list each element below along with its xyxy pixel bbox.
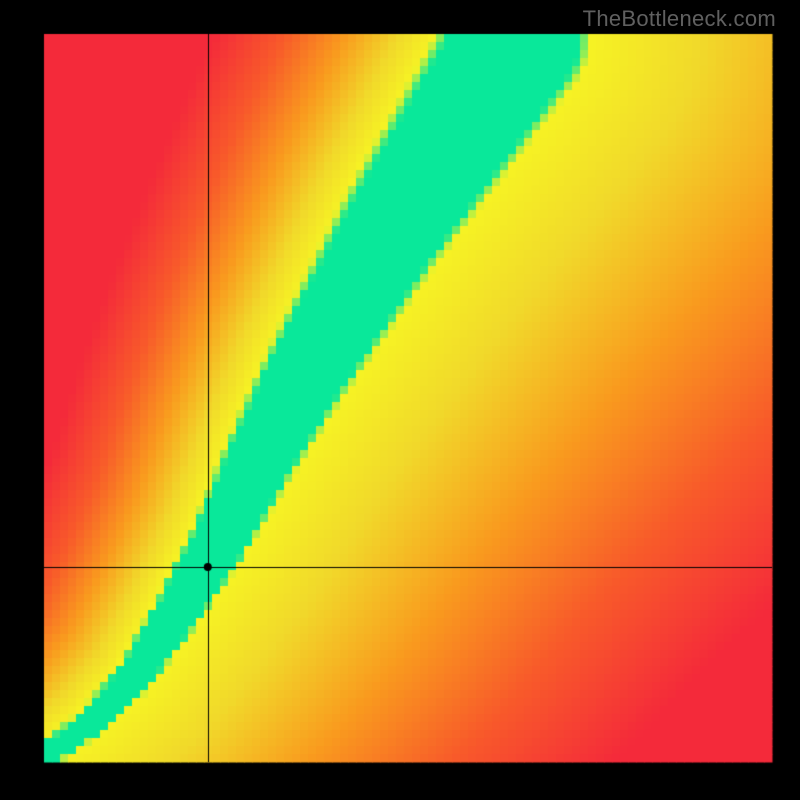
chart-container: TheBottleneck.com bbox=[0, 0, 800, 800]
watermark-text: TheBottleneck.com bbox=[583, 6, 776, 32]
heatmap-canvas bbox=[0, 0, 800, 800]
